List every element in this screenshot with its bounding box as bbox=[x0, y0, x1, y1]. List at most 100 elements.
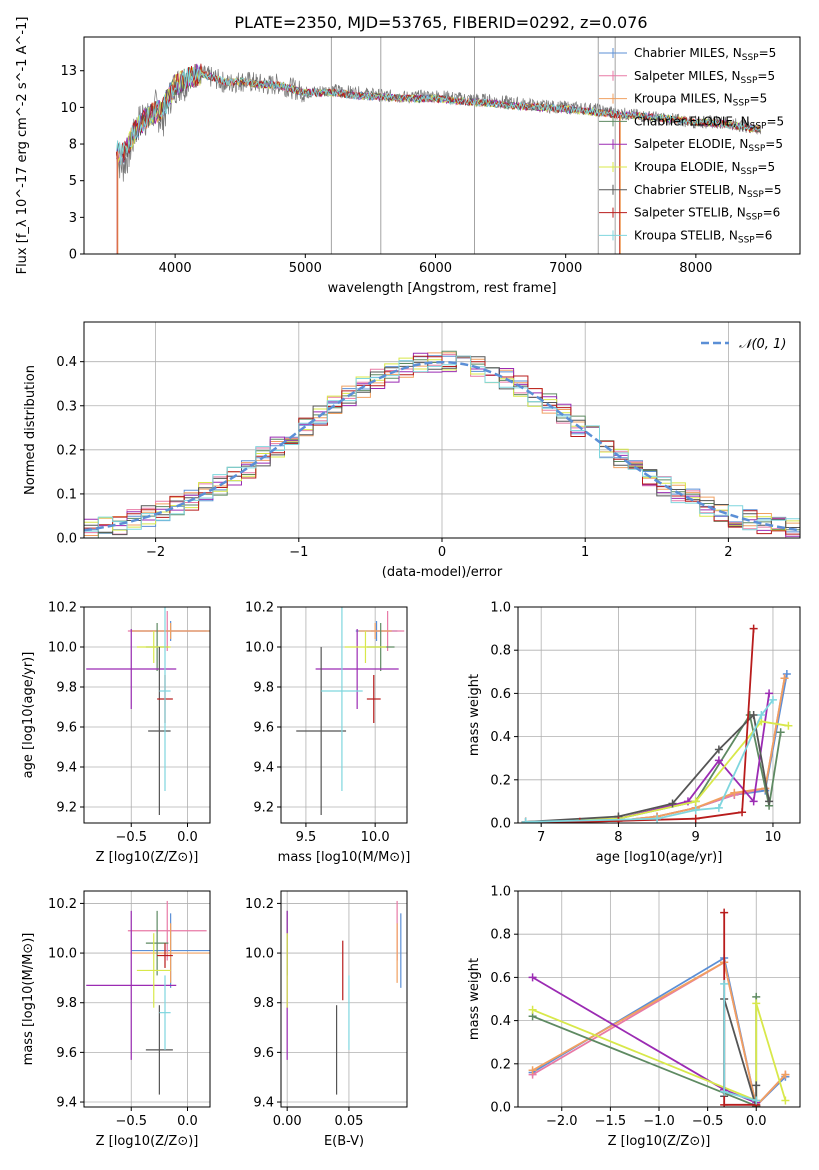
legend-label-count: =5 bbox=[765, 137, 783, 151]
y-tick-label: 9.2 bbox=[56, 801, 77, 816]
x-axis-label: age [log10(age/yr)] bbox=[596, 850, 723, 865]
y-tick-label: 9.8 bbox=[56, 996, 77, 1011]
errorbar-salpeter-stelib bbox=[157, 943, 173, 968]
x-tick-label: 10 bbox=[765, 830, 782, 845]
series-marker bbox=[720, 908, 729, 917]
series-line-kroupa-stelib bbox=[525, 699, 774, 823]
x-tick-label: −0.5 bbox=[692, 1114, 724, 1129]
model-spectrum-salpeter-stelib bbox=[116, 63, 761, 164]
legend-label: Chabrier MILES, NSSP=5 bbox=[634, 46, 776, 63]
plot-area bbox=[116, 37, 762, 254]
y-tick-label: 9.6 bbox=[253, 721, 274, 736]
errorbar-salpeter-elodie bbox=[86, 910, 177, 1060]
y-tick-label: 0.3 bbox=[56, 399, 77, 414]
axes-frame bbox=[280, 890, 408, 1108]
errorbar-kroupa-miles bbox=[358, 623, 392, 639]
series-marker bbox=[720, 1100, 729, 1107]
y-tick-label: 0.0 bbox=[490, 1101, 511, 1116]
x-tick-label: 7000 bbox=[549, 261, 582, 276]
series-marker bbox=[614, 816, 623, 823]
series-marker bbox=[714, 803, 723, 812]
x-tick-label: 6000 bbox=[419, 261, 452, 276]
y-tick-label: 0.4 bbox=[490, 730, 511, 745]
series-marker bbox=[575, 817, 584, 823]
legend-label-count: =5 bbox=[766, 114, 784, 128]
legend-label: Chabrier ELODIE, NSSP=5 bbox=[634, 114, 784, 131]
series-marker bbox=[528, 973, 537, 982]
series-marker bbox=[752, 1096, 761, 1105]
legend-label-sub: SSP bbox=[746, 213, 763, 223]
y-tick-label: 9.6 bbox=[56, 1046, 77, 1061]
x-tick-label: 8000 bbox=[679, 261, 712, 276]
series-marker bbox=[749, 797, 758, 806]
x-tick-label: 9 bbox=[692, 830, 700, 845]
legend-label-sub: SSP bbox=[738, 235, 755, 245]
errorbar-salpeter-elodie bbox=[315, 629, 399, 709]
series-marker bbox=[521, 817, 530, 823]
y-tick-label: 0.4 bbox=[490, 1014, 511, 1029]
y-tick-label: 0.1 bbox=[56, 487, 77, 502]
x-tick-label: 0.0 bbox=[746, 1114, 767, 1129]
legend-label-count: =5 bbox=[757, 160, 775, 174]
series-line-salpeter-stelib bbox=[525, 628, 755, 823]
series-marker bbox=[782, 669, 791, 678]
y-axis-label: mass [log10(M/M⊙)] bbox=[21, 933, 36, 1066]
series-line-salpeter-elodie bbox=[532, 976, 757, 1104]
series-marker bbox=[749, 711, 758, 719]
errorbar-kroupa-elodie bbox=[136, 933, 171, 1008]
legend-label: Kroupa STELIB, NSSP=6 bbox=[634, 228, 772, 245]
legend-label-gaussian: 𝒩(0, 1) bbox=[739, 337, 786, 352]
y-axis-label: Normed distribution bbox=[23, 365, 38, 495]
series-marker bbox=[768, 695, 777, 704]
y-tick-label: 10.2 bbox=[48, 897, 77, 912]
series-marker bbox=[752, 1081, 761, 1090]
errorbar-salpeter-stelib bbox=[366, 675, 381, 723]
x-axis-label: Z [log10(Z/Z⊙)] bbox=[608, 1134, 711, 1149]
y-tick-label: 3 bbox=[69, 211, 77, 226]
y-tick-label: 0.8 bbox=[490, 644, 511, 659]
series-marker bbox=[714, 756, 723, 765]
y-tick-label: 9.6 bbox=[56, 721, 77, 736]
series-line-chabrier-miles bbox=[525, 673, 788, 823]
panel-6: −0.5 0.0 9.4 9.6 9.8 10.0 10.2 Z [log10(Z/Z⊙)] m… bbox=[21, 890, 211, 1149]
series-marker bbox=[752, 999, 761, 1008]
y-tick-label: 1.0 bbox=[490, 601, 511, 616]
errorbar-chabrier-stelib bbox=[145, 1005, 173, 1095]
panel-4: 9.5 10.0 9.2 9.4 9.6 9.8 10.0 10.2 mass [log10(M… bbox=[245, 601, 411, 866]
legend-label-sub: SSP bbox=[733, 99, 750, 109]
plot-area bbox=[521, 624, 793, 823]
x-axis-label: mass [log10(M/M⊙)] bbox=[278, 850, 411, 865]
y-tick-label: 9.4 bbox=[253, 761, 274, 776]
panel-5: 7 8 9 10 0.0 0.2 0.4 0.6 0.8 1.0 age [log10(age/yr… bbox=[467, 601, 801, 865]
errorbar-kroupa-miles bbox=[131, 923, 210, 983]
y-tick-label: 9.4 bbox=[56, 761, 77, 776]
x-tick-label: 0.0 bbox=[177, 830, 198, 845]
legend-label: Kroupa ELODIE, NSSP=5 bbox=[634, 160, 775, 177]
y-tick-label: 10.0 bbox=[48, 947, 77, 962]
y-tick-label: 0.0 bbox=[490, 817, 511, 832]
x-axis-label: Z [log10(Z/Z⊙)] bbox=[96, 850, 199, 865]
series-marker bbox=[765, 689, 774, 698]
series-marker bbox=[691, 806, 700, 815]
y-tick-label: 9.4 bbox=[253, 1096, 274, 1111]
x-tick-label: 5000 bbox=[289, 261, 322, 276]
legend-label-sub: SSP bbox=[742, 53, 759, 63]
axes-frame bbox=[83, 321, 801, 539]
y-tick-label: 10.0 bbox=[48, 641, 77, 656]
errorbar-kroupa-stelib bbox=[159, 607, 171, 791]
y-tick-label: 10.0 bbox=[245, 947, 274, 962]
series-marker bbox=[683, 797, 692, 806]
axes-frame bbox=[83, 890, 211, 1108]
y-axis-label: Flux [f_λ 10^-17 erg cm^-2 s^-1 A^-1] bbox=[15, 17, 30, 275]
series-marker bbox=[730, 788, 739, 797]
series-marker bbox=[776, 728, 785, 737]
axes-frame bbox=[280, 606, 408, 824]
panel-7: 0.00 0.05 9.4 9.6 9.8 10.0 10.2 E(B-V) bbox=[245, 890, 408, 1149]
figure-title: PLATE=2350, MJD=53765, FIBERID=0292, z=0… bbox=[234, 13, 647, 32]
plot-area bbox=[296, 607, 405, 815]
axes-frame bbox=[517, 890, 801, 1108]
y-tick-label: 9.8 bbox=[56, 681, 77, 696]
y-tick-label: 10.2 bbox=[245, 897, 274, 912]
y-tick-label: 13 bbox=[60, 64, 77, 79]
legend-label: Salpeter MILES, NSSP=5 bbox=[634, 69, 775, 86]
